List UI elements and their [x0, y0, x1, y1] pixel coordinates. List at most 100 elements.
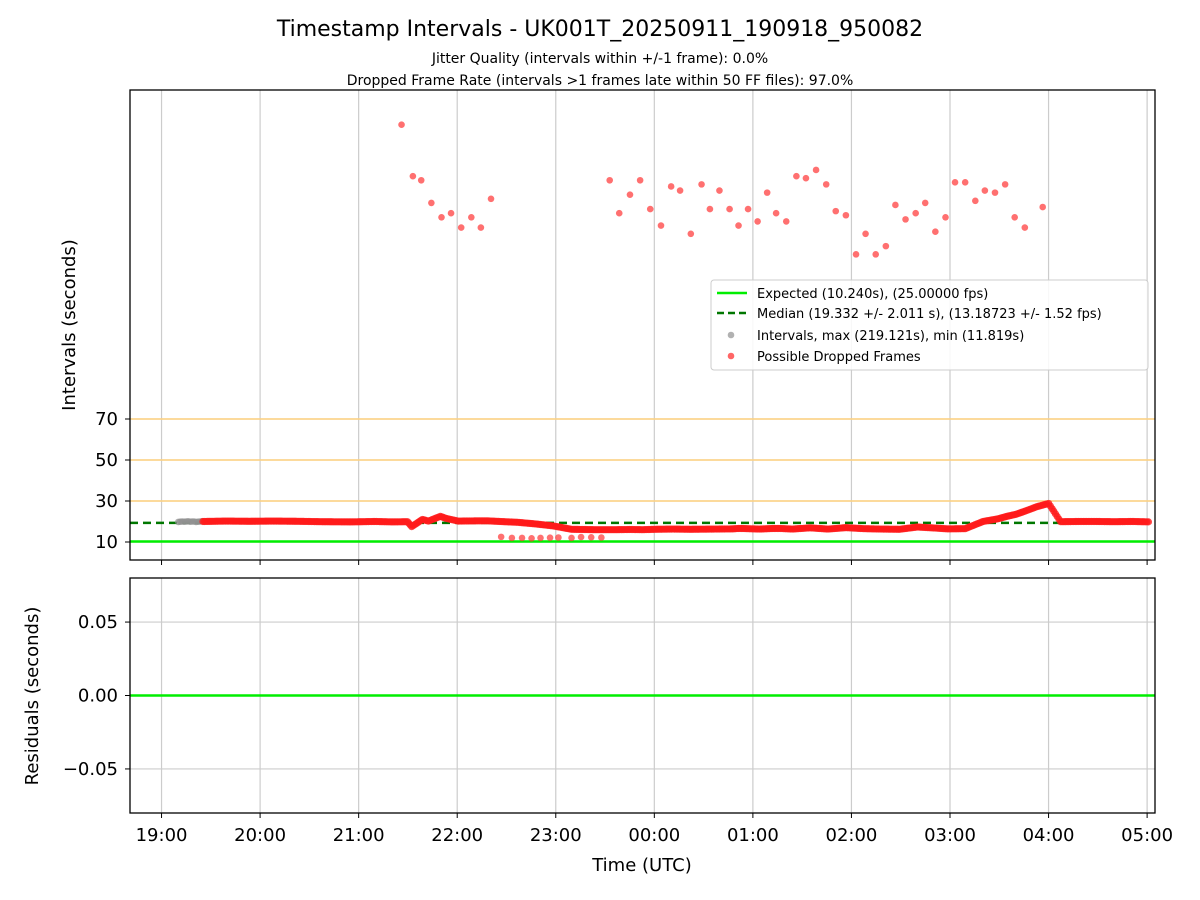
intervals-x-ticks: [161, 560, 1148, 565]
legend: Expected (10.240s), (25.00000 fps) Media…: [710, 279, 1149, 371]
residuals-panel: 0.05 0.00 −0.05 19:00 20:00 21:00 22:00 23:00 0…: [22, 577, 1173, 876]
dropped-point: [568, 534, 575, 542]
x-tick-label: 05:00: [1121, 825, 1173, 846]
y-tick-label: 30: [95, 491, 118, 512]
dropped-point: [902, 216, 909, 223]
dropped-point: [587, 533, 595, 541]
dropped-point: [508, 534, 516, 542]
dropped-point: [706, 205, 714, 213]
dropped-point: [606, 176, 614, 184]
dropped-point: [687, 230, 695, 238]
dropped-point: [772, 209, 780, 217]
x-tick-label: 20:00: [234, 825, 286, 846]
dropped-point: [802, 174, 810, 182]
dropped-point: [961, 179, 969, 186]
dropped-point: [754, 218, 761, 225]
dropped-point: [438, 214, 445, 221]
residual-y-tick-label: −0.05: [63, 759, 118, 780]
intervals-y-label: Intervals (seconds): [59, 239, 80, 411]
dropped-point: [497, 533, 505, 541]
dropped-point: [626, 191, 634, 198]
dropped-point: [932, 228, 939, 236]
dropped-point: [417, 176, 425, 184]
x-tick-label: 19:00: [136, 825, 188, 846]
chart-subtitle-jitter: Jitter Quality (intervals within +/-1 fr…: [431, 51, 768, 67]
dropped-point: [942, 214, 949, 221]
y-tick-label: 50: [95, 450, 118, 471]
dropped-point: [447, 209, 455, 217]
dropped-point: [698, 181, 705, 188]
x-axis-label: Time (UTC): [591, 855, 692, 876]
residual-y-tick-label: 0.00: [78, 686, 118, 707]
dropped-point: [852, 251, 860, 258]
x-tick-label: 03:00: [924, 825, 976, 846]
threshold-lines: [130, 418, 1155, 502]
dropped-point: [398, 121, 405, 128]
dropped-point: [1021, 224, 1029, 231]
dropped-point: [636, 176, 644, 184]
legend-box: [710, 279, 1149, 371]
dropped-point: [1011, 214, 1018, 221]
dropped-point: [793, 172, 800, 180]
residuals-y-ticks: 0.05 0.00 −0.05: [63, 612, 130, 780]
x-tick-label: 22:00: [431, 825, 483, 846]
intervals-series: [130, 121, 1155, 543]
dropped-point: [615, 209, 623, 217]
dropped-point: [646, 205, 654, 213]
dropped-point: [972, 197, 979, 205]
intervals-frame: [129, 89, 1156, 561]
legend-dropped-swatch: [727, 352, 735, 360]
dropped-point: [577, 533, 585, 541]
dropped-band-point: [1144, 518, 1153, 526]
dropped-point: [812, 166, 820, 174]
dropped-point: [872, 251, 880, 258]
legend-intervals-swatch: [727, 331, 735, 339]
dropped-point: [667, 183, 675, 190]
intervals-panel: 10 30 50 70 Intervals (seconds) Expected (1…: [59, 89, 1156, 565]
dropped-point: [726, 205, 733, 213]
x-tick-label: 00:00: [628, 825, 680, 846]
legend-expected-label: Expected (10.240s), (25.00000 fps): [757, 287, 988, 302]
dropped-point: [822, 181, 830, 188]
dropped-point: [912, 209, 919, 217]
dropped-point: [782, 218, 790, 225]
residuals-y-label: Residuals (seconds): [22, 607, 43, 786]
dropped-point: [555, 534, 562, 541]
y-tick-label: 70: [95, 409, 118, 430]
intervals-y-ticks: 10 30 50 70: [95, 409, 130, 553]
legend-intervals-label: Intervals, max (219.121s), min (11.819s): [757, 329, 1024, 344]
x-tick-label: 21:00: [333, 825, 385, 846]
dropped-point: [676, 187, 684, 194]
residual-y-tick-label: 0.05: [78, 612, 118, 633]
dropped-point: [882, 242, 890, 250]
dropped-point: [1001, 181, 1009, 188]
dropped-point: [842, 211, 850, 219]
dropped-point: [716, 187, 723, 194]
legend-median-label: Median (19.332 +/- 2.011 s), (13.18723 +…: [757, 307, 1102, 322]
dropped-point: [951, 179, 959, 186]
dropped-point: [763, 189, 771, 196]
dropped-point: [832, 207, 840, 215]
dropped-point: [487, 195, 495, 203]
dropped-point: [457, 224, 465, 231]
x-tick-label: 23:00: [530, 825, 582, 846]
x-tick-label: 01:00: [727, 825, 779, 846]
dropped-point: [657, 222, 665, 229]
dropped-point: [537, 534, 544, 542]
y-tick-label: 10: [95, 532, 118, 553]
dropped-point: [921, 199, 929, 207]
dropped-point: [428, 199, 435, 207]
dropped-point: [477, 224, 485, 231]
x-tick-label: 04:00: [1023, 825, 1075, 846]
chart-subtitle-dropped: Dropped Frame Rate (intervals >1 frames …: [347, 73, 854, 89]
dropped-point: [981, 187, 989, 194]
dropped-point: [744, 205, 752, 213]
legend-dropped-label: Possible Dropped Frames: [757, 350, 921, 365]
dropped-point: [546, 534, 554, 541]
dropped-point: [468, 214, 475, 221]
dropped-point: [528, 535, 535, 542]
x-tick-label: 02:00: [826, 825, 878, 846]
dropped-point: [409, 172, 417, 180]
dropped-point: [598, 534, 605, 541]
